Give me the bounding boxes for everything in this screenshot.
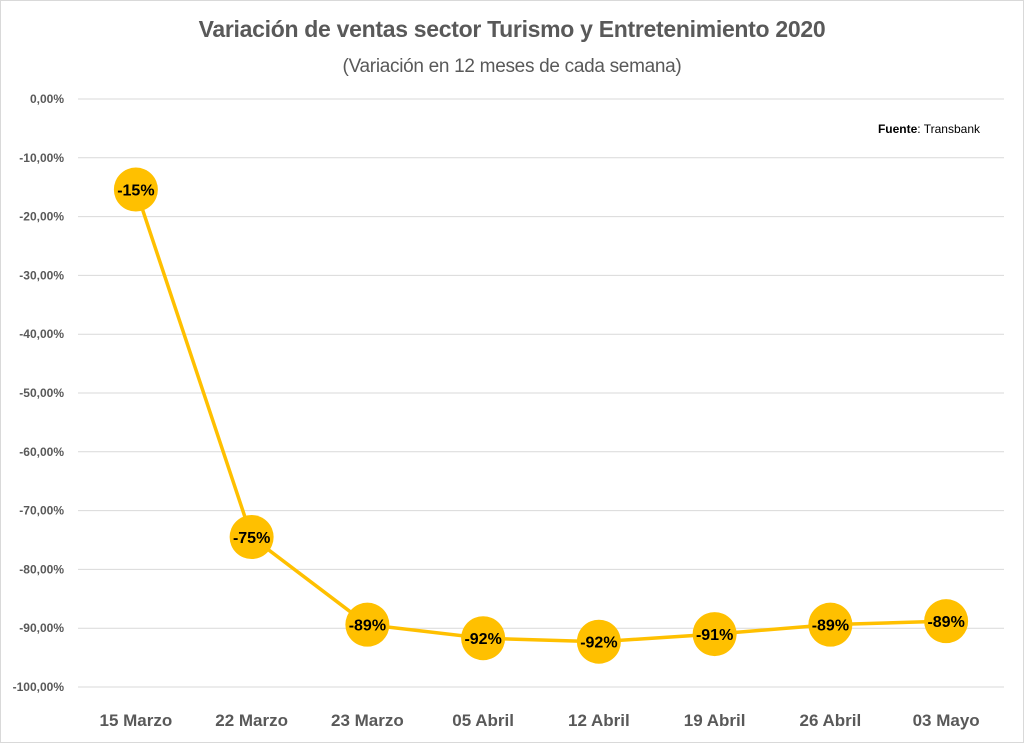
y-tick-label: -20,00% [19,210,64,224]
data-point-marker [229,515,274,560]
y-tick-label: -80,00% [19,562,64,576]
data-point-marker [576,619,621,664]
data-point-marker [924,599,969,644]
x-tick-label: 23 Marzo [331,711,404,730]
source-label: Fuente [877,122,918,136]
x-tick-label: 26 Abril [800,711,862,730]
data-point-marker [692,612,737,657]
series-line [134,188,947,644]
y-tick-label: -60,00% [19,445,64,459]
data-label: -92% [464,631,501,648]
y-tick-label: -100,00% [13,680,65,694]
x-tick-label: 15 Marzo [100,711,173,730]
y-tick-label: -90,00% [19,621,64,635]
data-point-marker [808,602,853,647]
y-tick-label: -50,00% [19,386,64,400]
data-point-marker [461,616,506,661]
y-tick-label: -40,00% [19,327,64,341]
data-label: -89% [927,614,964,631]
x-tick-label: 05 Abril [452,711,514,730]
data-label: -92% [580,635,617,652]
y-tick-label: -10,00% [19,151,64,165]
y-tick-label: -30,00% [19,268,64,282]
x-tick-label: 12 Abril [568,711,630,730]
source-value: : Transbank [917,122,980,136]
y-tick-label: 0,00% [30,92,64,106]
x-tick-label: 22 Marzo [215,711,288,730]
data-point-marker [113,167,158,212]
data-point-marker [345,602,390,647]
data-label: -89% [349,618,386,635]
chart-subtitle: (Variación en 12 meses de cada semana) [342,56,682,77]
data-label: -75% [233,530,270,547]
data-label: -15% [117,183,154,200]
data-label: -89% [812,618,849,635]
y-tick-label: -70,00% [19,504,64,518]
x-tick-label: 19 Abril [684,711,746,730]
source-note: Fuente: Transbank [878,122,980,136]
chart-title: Variación de ventas sector Turismo y Ent… [198,16,826,42]
data-label: -91% [696,627,733,644]
x-tick-label: 03 Mayo [913,711,980,730]
